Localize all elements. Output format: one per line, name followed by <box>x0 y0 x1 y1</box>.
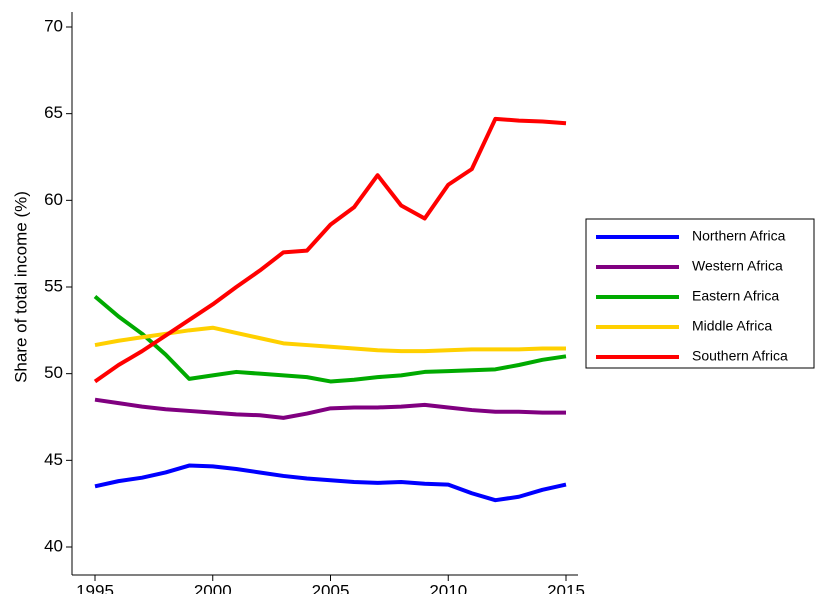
x-tick-label: 2000 <box>194 581 232 594</box>
legend-label: Eastern Africa <box>692 288 779 304</box>
series-line <box>94 397 566 420</box>
y-tick-label: 70 <box>44 16 63 35</box>
y-axis-label: Share of total income (%) <box>11 191 30 383</box>
y-tick-label: 65 <box>44 103 63 122</box>
y-tick-label: 50 <box>44 363 63 382</box>
x-tick-label: 1995 <box>76 581 114 594</box>
x-tick-label: 2015 <box>547 581 585 594</box>
y-tick-label: 40 <box>44 536 63 555</box>
legend: Northern Africa Western Africa Eastern Afr… <box>585 218 815 369</box>
legend-label: Northern Africa <box>692 228 786 244</box>
legend-label: Western Africa <box>692 258 783 274</box>
x-tick-label: 2010 <box>429 581 467 594</box>
legend-label: Middle Africa <box>692 318 772 334</box>
series-line <box>94 325 566 354</box>
series-line <box>93 116 567 384</box>
y-tick-label: 60 <box>44 190 63 209</box>
y-tick-label: 45 <box>44 450 63 469</box>
series-line <box>93 295 567 384</box>
legend-box <box>585 218 815 369</box>
x-tick-label: 2005 <box>312 581 350 594</box>
series-line <box>94 463 567 503</box>
legend-label: Southern Africa <box>692 348 788 364</box>
y-tick-label: 55 <box>44 276 63 295</box>
